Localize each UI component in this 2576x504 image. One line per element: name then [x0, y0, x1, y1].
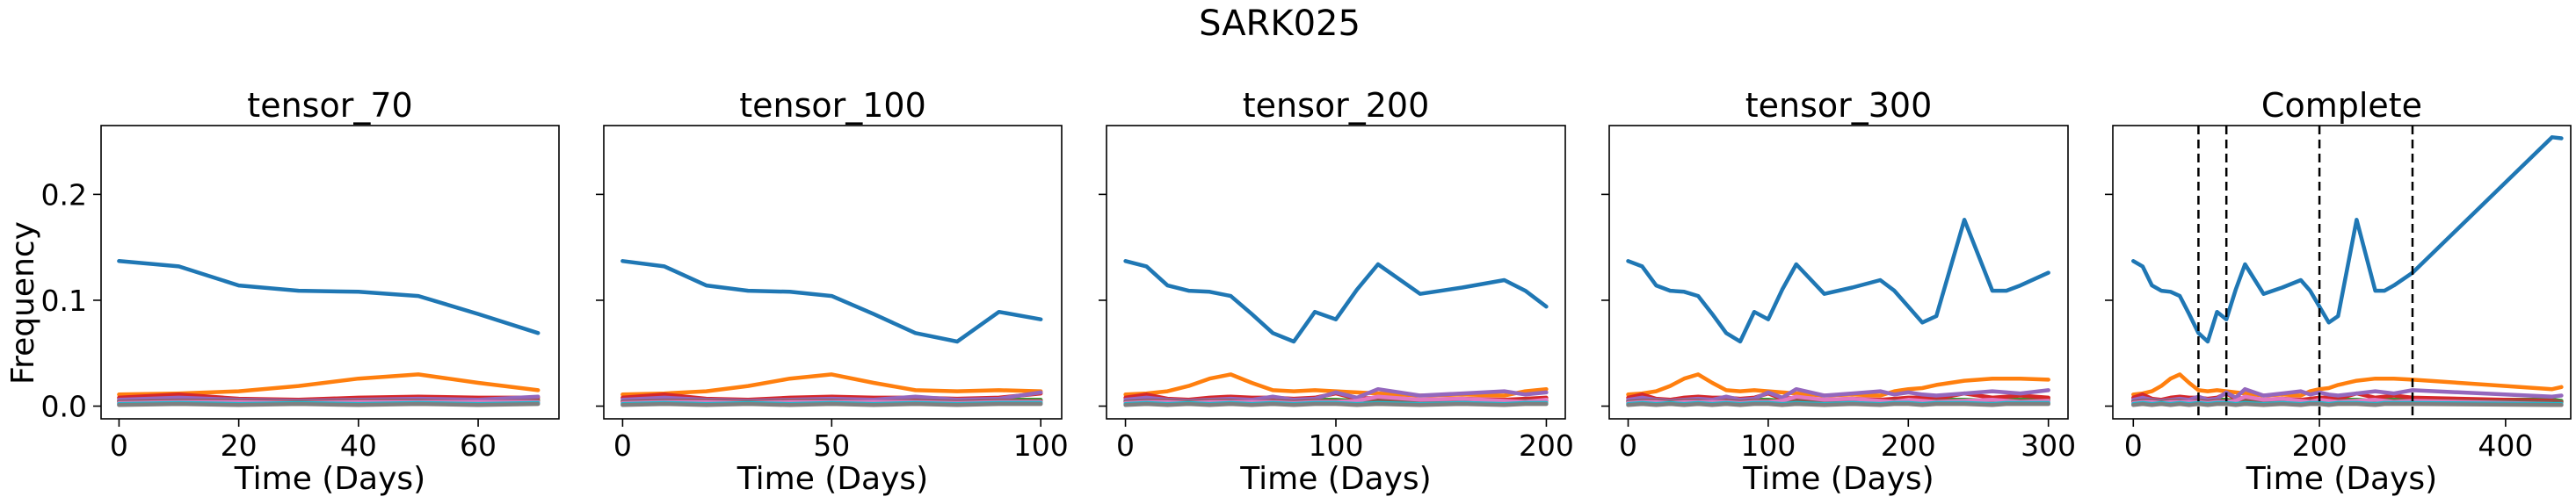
figure-title: SARK025 — [1199, 4, 1361, 44]
series-line — [1626, 218, 2050, 344]
series-line — [2131, 135, 2564, 344]
subplot-2: tensor_100 0 50 100 Time (Days) — [596, 86, 1069, 497]
series-line — [1626, 394, 2050, 406]
x-tick-label: 0 — [613, 428, 632, 463]
x-tick-label: 200 — [2292, 428, 2347, 463]
subplot-title: tensor_200 — [1243, 86, 1430, 125]
axes-frame — [1608, 125, 2069, 420]
subplot-title: tensor_300 — [1745, 86, 1933, 125]
axes-frame — [2112, 125, 2572, 420]
axes-frame — [100, 125, 560, 420]
x-tick-label: 0 — [2124, 428, 2143, 463]
x-tick-label: 400 — [2478, 428, 2533, 463]
series-line — [2131, 401, 2564, 407]
series-line — [620, 401, 1043, 407]
y-tick-label: 0.0 — [41, 390, 87, 424]
subplot-title: tensor_100 — [739, 86, 926, 125]
series-line — [117, 259, 541, 335]
series-line — [620, 259, 1043, 344]
series-line — [1123, 259, 1549, 344]
x-tick-label: 40 — [340, 428, 377, 463]
x-tick-label: 100 — [1740, 428, 1796, 463]
subplot-title: tensor_70 — [247, 86, 412, 125]
subplot-4: tensor_300 0 100 200 300 Time (Days) — [1601, 86, 2076, 497]
x-tick-label: 0 — [1116, 428, 1135, 463]
axes-frame — [603, 125, 1063, 420]
x-axis-label: Time (Days) — [234, 461, 425, 497]
plot-area — [620, 259, 1043, 407]
x-tick-label: 100 — [1013, 428, 1069, 463]
x-tick-label: 0 — [1619, 428, 1637, 463]
subplot-1: tensor_70 0 20 40 60 0.0 0.1 0.2 Time (Days) — [41, 86, 560, 497]
series-line — [1123, 401, 1549, 407]
subplot-title: Complete — [2261, 86, 2422, 125]
x-tick-label: 200 — [1519, 428, 1574, 463]
subplot-5: Complete 0 200 400 Time (Days) — [2105, 86, 2572, 497]
y-tick-label: 0.2 — [41, 177, 87, 212]
x-axis-label: Time (Days) — [1742, 461, 1934, 497]
x-tick-label: 300 — [2021, 428, 2076, 463]
x-axis-label: Time (Days) — [737, 461, 928, 497]
x-tick-label: 50 — [813, 428, 850, 463]
plot-area — [1123, 259, 1549, 407]
subplot-3: tensor_200 0 100 200 Time (Days) — [1099, 86, 1574, 497]
y-axis-label: Frequency — [5, 221, 41, 385]
series-line — [117, 372, 541, 397]
x-axis-label: Time (Days) — [2246, 461, 2437, 497]
x-tick-label: 20 — [221, 428, 258, 463]
plot-area — [117, 259, 541, 407]
y-tick-label: 0.1 — [41, 284, 87, 318]
plot-area — [1626, 218, 2050, 407]
series-line — [1626, 401, 2050, 407]
x-tick-label: 100 — [1309, 428, 1364, 463]
series-line — [620, 372, 1043, 397]
axes-frame — [1106, 125, 1566, 420]
x-axis-label: Time (Days) — [1239, 461, 1431, 497]
x-tick-label: 200 — [1881, 428, 1936, 463]
series-line — [117, 401, 541, 407]
plot-area — [2131, 135, 2564, 407]
series-line — [1626, 372, 2050, 398]
x-tick-label: 0 — [110, 428, 128, 463]
x-tick-label: 60 — [460, 428, 497, 463]
